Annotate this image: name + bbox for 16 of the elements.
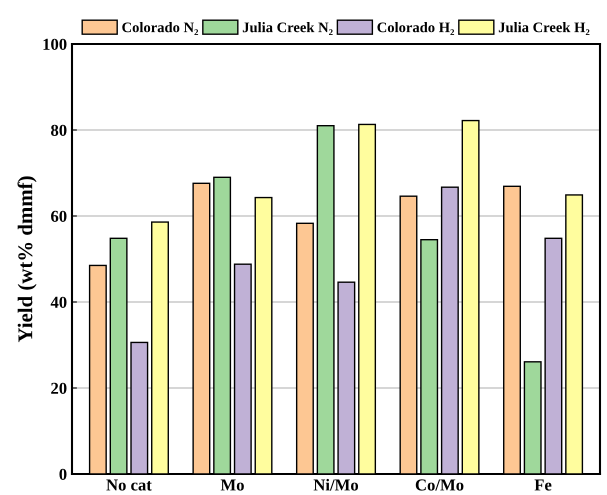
y-tick-label: 20: [51, 382, 67, 394]
legend-label: Colorado N₂: [122, 22, 198, 36]
y-tick-label: 40: [50, 296, 67, 308]
legend-label: Colorado H₂: [377, 22, 454, 36]
x-tick-label: No cat: [106, 480, 152, 491]
y-tick-label: 0: [59, 468, 67, 480]
y-tick-label: 100: [43, 38, 67, 50]
y-tick-label: 60: [51, 210, 67, 222]
x-tick-label: Fe: [534, 480, 552, 491]
legend-label: Julia Creek N₂: [242, 22, 333, 36]
x-tick-label: Mo: [220, 480, 244, 491]
y-tick-label: 80: [51, 124, 67, 136]
x-tick-label: Ni/Mo: [314, 478, 358, 491]
y-axis-title: Yield (wt% dmmf): [17, 176, 37, 342]
legend-label: Julia Creek H₂: [498, 22, 590, 36]
x-tick-label: Co/Mo: [416, 479, 464, 491]
